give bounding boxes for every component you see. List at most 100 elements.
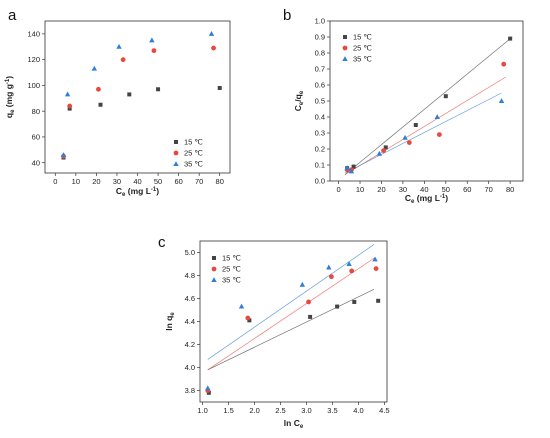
x-tick-label: 0 [336,185,340,194]
fit-line-1 [207,288,375,371]
y-tick-label: 0.3 [315,129,325,138]
panel-label: a [8,7,17,24]
y-tick-label: 80 [32,107,40,116]
y-tick-label: 4.6 [185,294,195,303]
x-tick-label: 3.5 [327,406,337,415]
legend-marker-2 [173,150,179,156]
data-point-series-3 [116,43,122,49]
y-tick-label: 0.1 [315,161,325,170]
y-tick-label: 100 [27,81,40,90]
y-axis-label: Ce/qe [293,90,305,111]
y-tick-label: 4.8 [185,271,195,280]
data-point-series-2 [329,274,334,280]
legend-label-2: 25 ℃ [353,44,372,53]
x-tick-label: 70 [195,177,203,186]
y-axis-label: qe (mg g-1) [4,76,16,118]
data-point-series-1 [247,318,252,323]
data-point-series-3 [402,134,408,140]
panel-b-chart: b 0 10 20 30 40 50 60 70 80 0.0 0.1 0.2 0.3 0.4 0.5 0.6 0… [283,7,524,205]
legend-label-1: 15 ℃ [184,138,203,147]
data-point-series-2 [67,103,73,109]
y-tick-label: 0.4 [315,113,325,122]
x-tick-label: 3.0 [301,406,311,415]
data-point-series-1 [351,164,356,169]
data-point-series-1 [413,123,418,127]
x-tick-label: 4.5 [379,406,389,415]
data-point-series-3 [372,256,378,262]
legend-marker-1 [343,35,347,39]
y-tick-label: 0.9 [315,33,325,42]
x-axis-label: Ce (mg L-1) [116,186,159,198]
x-tick-label: 10 [72,177,80,186]
data-point-series-3 [208,30,215,36]
data-point-series-1 [335,304,340,309]
y-tick-label: 140 [27,29,40,38]
data-point-series-3 [149,37,155,43]
panel-a-chart: a 0 10 20 30 40 50 60 70 80 40 60 80 100 120 140 Ce (mg … [4,7,231,198]
x-tick-label: 50 [442,185,450,194]
legend-label-2: 25 ℃ [184,149,203,158]
x-tick-label: 60 [463,185,471,194]
data-point-series-1 [443,94,448,99]
y-tick-label: 0.2 [315,145,325,154]
data-point-series-3 [60,152,67,157]
y-tick-label: 0.7 [315,65,325,74]
data-point-series-3 [64,91,71,97]
x-tick-label: 80 [506,185,514,194]
x-tick-label: 0 [53,177,57,186]
data-point-series-2 [245,315,251,321]
legend-marker-2 [211,266,217,272]
y-tick-label: 120 [27,55,40,64]
y-tick-label: 4.2 [185,340,195,349]
data-point-series-1 [67,106,72,111]
panel-c-chart: c 1.0 1.5 2.0 2.5 3.0 3.5 4.0 4.5 3.8 4.0 4.2 4.4 4.6… [158,234,390,430]
y-tick-label: 0.6 [315,81,325,90]
data-point-series-2 [96,86,101,92]
fit-line-1 [344,36,513,175]
data-point-series-2 [120,57,126,63]
legend-marker-1 [174,140,178,144]
y-tick-label: 60 [32,133,40,142]
data-point-series-3 [376,150,383,156]
y-tick-label: 40 [32,158,40,167]
data-point-series-1 [156,87,161,92]
legend-marker-3 [211,277,217,282]
y-axis-label: ln qe [164,312,176,331]
data-point-series-2 [406,140,412,146]
x-tick-label: 1.5 [223,406,233,415]
x-tick-label: 30 [399,185,407,194]
x-tick-label: 2.5 [275,406,285,415]
data-point-series-3 [434,114,440,119]
x-tick-label: 40 [133,177,141,186]
data-point-series-1 [98,102,103,107]
data-point-series-3 [326,264,332,270]
data-point-series-3 [91,65,98,71]
data-point-series-2 [436,132,442,138]
legend-label-1: 15 ℃ [222,254,241,263]
data-point-series-1 [308,314,313,319]
data-point-series-2 [349,268,355,274]
legend-label-1: 15 ℃ [353,33,372,42]
y-tick-label: 0.0 [315,177,325,186]
data-point-series-1 [206,390,211,395]
x-axis-label: Ce (mg L-1) [405,193,448,205]
x-tick-label: 30 [113,177,121,186]
data-point-series-2 [211,45,216,51]
legend-marker-2 [342,45,348,51]
y-tick-label: 3.8 [185,386,195,395]
data-point-series-3 [299,281,306,287]
panel-label: c [158,234,166,251]
x-tick-label: 4.0 [353,406,363,415]
y-tick-label: 0.5 [315,97,325,106]
data-point-series-1 [127,92,132,97]
x-tick-label: 20 [92,177,100,186]
data-point-series-2 [501,61,507,67]
data-point-series-3 [498,98,505,103]
x-tick-label: 2.0 [249,406,259,415]
data-point-series-2 [381,148,387,154]
fit-line-2 [207,257,375,371]
legend-marker-1 [212,256,216,260]
x-tick-label: 20 [377,185,385,194]
x-tick-label: 70 [485,185,493,194]
